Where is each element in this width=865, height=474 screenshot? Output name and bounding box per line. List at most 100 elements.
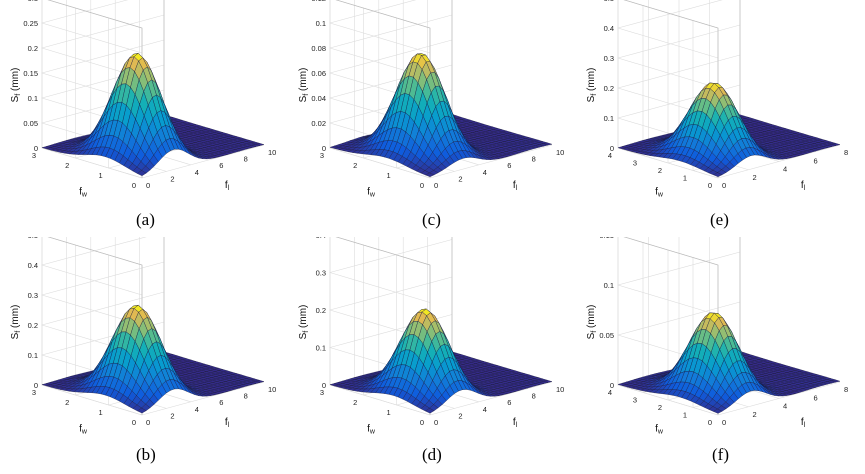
x-tick-label: 4 bbox=[195, 168, 199, 177]
z-tick-label: 0.15 bbox=[599, 237, 614, 240]
x-tick-label: 8 bbox=[244, 155, 248, 164]
y-tick-label: 4 bbox=[608, 388, 612, 397]
panel-e: 0 0.1 0.2 0.3 0.4 0.5 0 2 4 6 8 0 1 2 3 4 Sf (mm) fl fw (e… bbox=[576, 0, 864, 237]
surface-e bbox=[617, 82, 841, 177]
z-tick-label: 0.12 bbox=[311, 0, 326, 3]
x-tick-label: 10 bbox=[556, 148, 564, 157]
z-tick-label: 0.4 bbox=[604, 24, 614, 33]
x-tick-label: 4 bbox=[783, 165, 787, 174]
x-tick-label: 10 bbox=[268, 148, 276, 157]
y-tick-label: 3 bbox=[32, 151, 36, 160]
z-axis-label: Sf (mm) bbox=[586, 305, 598, 340]
grid-x-floor-line bbox=[329, 384, 431, 416]
grid-y-floor-line bbox=[141, 144, 265, 179]
grid-z-line bbox=[40, 237, 147, 296]
y-tick-label: 1 bbox=[683, 174, 687, 183]
z-tick-label: 0.2 bbox=[28, 321, 38, 330]
y-tick-label: 4 bbox=[608, 151, 612, 160]
grid-z-line bbox=[335, 237, 431, 266]
x-tick-label: 2 bbox=[458, 174, 462, 183]
panel-b: 0 0.1 0.2 0.3 0.4 0.5 0 2 4 6 8 10 0 1 2 3 Sf (mm) fl fw (… bbox=[0, 237, 288, 474]
x-axis-label: fl bbox=[801, 417, 806, 429]
caption-b: (b) bbox=[136, 445, 156, 464]
z-tick-label: 0.4 bbox=[316, 237, 326, 240]
x-tick-label: 8 bbox=[844, 148, 848, 157]
z-tick-label: 0.3 bbox=[28, 0, 38, 3]
panel-c: 0 0.02 0.04 0.06 0.08 0.1 0.12 0 2 4 6 8 10 0 1 2 3 Sf (m… bbox=[288, 0, 576, 237]
x-tick-label: 0 bbox=[146, 181, 150, 190]
y-axis-label: fw bbox=[79, 424, 88, 436]
z-tick-label: 0.1 bbox=[316, 19, 326, 28]
y-tick-label: 3 bbox=[633, 396, 637, 405]
x-axis-label: fl bbox=[225, 180, 230, 192]
z-tick-label: 0 bbox=[610, 381, 614, 390]
surface-cell bbox=[425, 407, 435, 414]
z-tick-label: 0.04 bbox=[311, 94, 326, 103]
caption-e: (e) bbox=[710, 210, 729, 229]
x-tick-label: 4 bbox=[483, 168, 487, 177]
x-tick-label: 4 bbox=[783, 402, 787, 411]
x-tick-label: 2 bbox=[170, 174, 174, 183]
x-tick-label: 6 bbox=[219, 398, 223, 407]
y-tick-label: 1 bbox=[386, 171, 390, 180]
x-tick-label: 8 bbox=[844, 385, 848, 394]
y-tick-label: 2 bbox=[658, 403, 662, 412]
surface-cell bbox=[137, 170, 147, 177]
grid-x-floor-line bbox=[41, 384, 143, 416]
y-tick-label: 1 bbox=[98, 171, 102, 180]
grid-y-floor-line bbox=[141, 381, 265, 416]
surface-cell bbox=[713, 408, 723, 414]
surface-f bbox=[617, 312, 841, 414]
surface-b bbox=[41, 304, 265, 414]
x-tick-label: 8 bbox=[532, 392, 536, 401]
y-axis-label: fw bbox=[79, 187, 88, 199]
surface-plot-e: 0 0.1 0.2 0.3 0.4 0.5 0 2 4 6 8 0 1 2 3 4 Sf (mm) fl fw bbox=[586, 0, 848, 199]
caption-d: (d) bbox=[422, 445, 442, 464]
y-tick-label: 0 bbox=[420, 418, 424, 427]
surface-plot-b: 0 0.1 0.2 0.3 0.4 0.5 0 2 4 6 8 10 0 1 2 3 Sf (mm) fl fw bbox=[10, 237, 276, 436]
grid-x-floor-line bbox=[329, 147, 431, 179]
x-tick-label: 8 bbox=[532, 155, 536, 164]
panel-f: 0 0.05 0.1 0.15 0 2 4 6 8 0 1 2 3 4 Sf (mm) fl fw (f) bbox=[576, 237, 864, 474]
y-axis-label: fw bbox=[367, 424, 376, 436]
x-axis-label: fl bbox=[513, 180, 518, 192]
panel-a: 0 0.05 0.1 0.15 0.2 0.25 0.3 0 2 4 6 8 10 0 1 2 3 Sf (mm)… bbox=[0, 0, 288, 237]
y-tick-label: 3 bbox=[633, 159, 637, 168]
grid-x-floor-line bbox=[41, 147, 143, 179]
z-axis-label: Sf (mm) bbox=[298, 68, 310, 103]
x-tick-label: 10 bbox=[268, 385, 276, 394]
z-tick-label: 0.1 bbox=[604, 114, 614, 123]
x-tick-label: 6 bbox=[219, 161, 223, 170]
z-tick-label: 0.5 bbox=[28, 237, 38, 240]
y-tick-label: 3 bbox=[320, 388, 324, 397]
z-tick-label: 0 bbox=[34, 381, 38, 390]
y-tick-label: 3 bbox=[32, 388, 36, 397]
z-tick-label: 0.1 bbox=[604, 281, 614, 290]
z-tick-label: 0.25 bbox=[23, 19, 38, 28]
y-axis-label: fw bbox=[367, 187, 376, 199]
x-tick-label: 0 bbox=[146, 418, 150, 427]
z-tick-label: 0 bbox=[34, 144, 38, 153]
z-tick-label: 0.3 bbox=[604, 54, 614, 63]
y-tick-label: 2 bbox=[65, 398, 69, 407]
z-tick-label: 0.15 bbox=[23, 69, 38, 78]
x-tick-label: 0 bbox=[434, 418, 438, 427]
z-tick-label: 0.3 bbox=[28, 291, 38, 300]
z-axis-label: Sf (mm) bbox=[586, 68, 598, 103]
grid-y-floor-line bbox=[717, 144, 841, 179]
x-tick-label: 6 bbox=[814, 156, 818, 165]
grid-y-floor-line bbox=[429, 144, 553, 179]
x-tick-label: 4 bbox=[483, 405, 487, 414]
surface-cell bbox=[713, 172, 723, 177]
z-tick-label: 0.1 bbox=[28, 351, 38, 360]
grid-y-floor-line bbox=[717, 381, 841, 416]
grid-z-line bbox=[47, 0, 143, 29]
x-tick-label: 0 bbox=[722, 418, 726, 427]
y-tick-label: 0 bbox=[132, 418, 136, 427]
z-tick-label: 0.2 bbox=[604, 84, 614, 93]
grid-z-line bbox=[335, 0, 431, 29]
y-tick-label: 2 bbox=[353, 161, 357, 170]
y-axis-label: fw bbox=[655, 187, 664, 199]
grid-z-line bbox=[47, 237, 143, 266]
caption-f: (f) bbox=[712, 445, 729, 464]
